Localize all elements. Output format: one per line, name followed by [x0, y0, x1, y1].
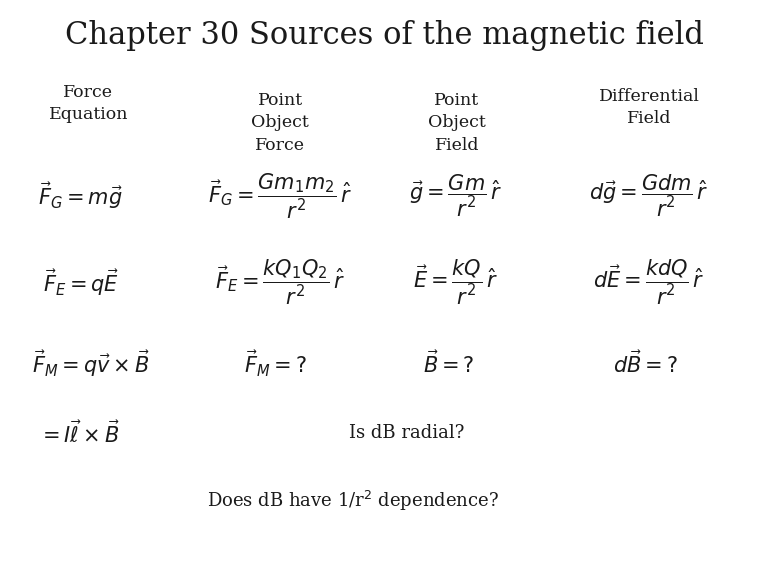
Text: $\vec{F}_M = q\vec{v}\times\vec{B}$: $\vec{F}_M = q\vec{v}\times\vec{B}$ [31, 348, 150, 380]
Text: Is dB radial?: Is dB radial? [349, 424, 465, 442]
Text: $\vec{F}_M = ?$: $\vec{F}_M = ?$ [243, 349, 306, 379]
Text: $\vec{B} = ?$: $\vec{B} = ?$ [423, 351, 475, 377]
Text: $\vec{F}_G = \dfrac{Gm_1m_2}{r^2}\,\hat{r}$: $\vec{F}_G = \dfrac{Gm_1m_2}{r^2}\,\hat{… [208, 171, 353, 221]
Text: $\vec{E} = \dfrac{kQ}{r^2}\,\hat{r}$: $\vec{E} = \dfrac{kQ}{r^2}\,\hat{r}$ [413, 257, 498, 307]
Text: Differential
Field: Differential Field [598, 88, 700, 127]
Text: Point
Object
Field: Point Object Field [428, 92, 486, 154]
Text: Chapter 30 Sources of the magnetic field: Chapter 30 Sources of the magnetic field [65, 20, 703, 51]
Text: $= I\vec{\ell}\times\vec{B}$: $= I\vec{\ell}\times\vec{B}$ [38, 420, 120, 446]
Text: $d\vec{B} = ?$: $d\vec{B} = ?$ [613, 351, 677, 377]
Text: Does dB have 1/r$^2$ dependence?: Does dB have 1/r$^2$ dependence? [207, 489, 499, 513]
Text: $\vec{g} = \dfrac{Gm}{r^2}\,\hat{r}$: $\vec{g} = \dfrac{Gm}{r^2}\,\hat{r}$ [409, 173, 502, 219]
Text: $\vec{F}_E = q\vec{E}$: $\vec{F}_E = q\vec{E}$ [42, 267, 119, 298]
Text: $\vec{F}_E = \dfrac{kQ_1Q_2}{r^2}\,\hat{r}$: $\vec{F}_E = \dfrac{kQ_1Q_2}{r^2}\,\hat{… [215, 257, 346, 307]
Text: $\vec{F}_G = m\vec{g}$: $\vec{F}_G = m\vec{g}$ [38, 180, 123, 211]
Text: Force
Equation: Force Equation [48, 84, 128, 123]
Text: $d\vec{E} = \dfrac{kdQ}{r^2}\,\hat{r}$: $d\vec{E} = \dfrac{kdQ}{r^2}\,\hat{r}$ [593, 257, 705, 307]
Text: $d\vec{g} = \dfrac{Gdm}{r^2}\,\hat{r}$: $d\vec{g} = \dfrac{Gdm}{r^2}\,\hat{r}$ [589, 173, 709, 219]
Text: Point
Object
Force: Point Object Force [251, 92, 310, 154]
